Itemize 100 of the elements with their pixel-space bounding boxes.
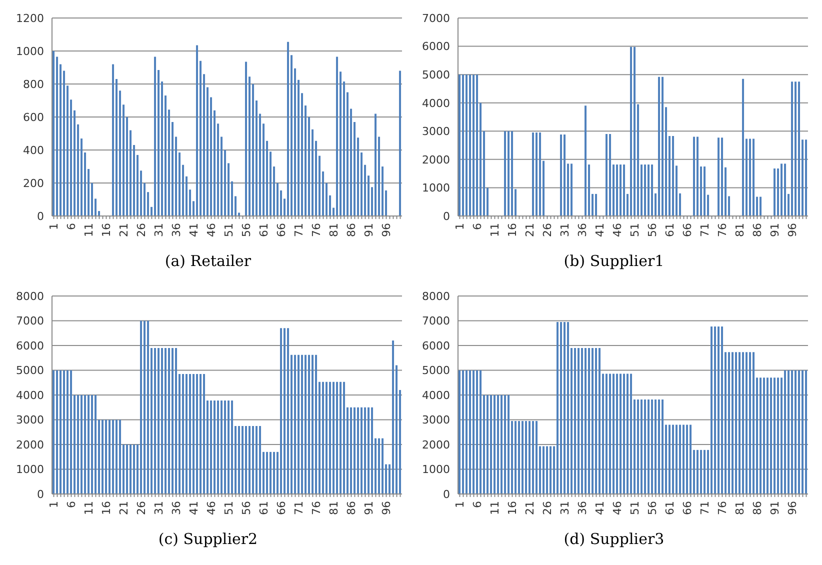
bar [784, 370, 786, 494]
y-tick-label: 0 [443, 488, 450, 501]
bar [658, 76, 660, 216]
x-tick-label: 31 [152, 223, 166, 237]
bar [805, 140, 808, 216]
bar [620, 164, 622, 216]
bar [158, 348, 160, 494]
bar [798, 370, 800, 494]
bar [606, 374, 608, 494]
x-tick-label: 36 [170, 223, 183, 237]
bar [56, 370, 58, 494]
x-tick-label: 66 [274, 223, 288, 237]
bar [52, 370, 55, 494]
bar [220, 400, 223, 494]
bar [210, 400, 212, 494]
bar [248, 426, 251, 494]
bar [616, 374, 618, 494]
x-tick-label: 76 [310, 501, 323, 515]
bar [560, 134, 562, 216]
x-tick-label: 36 [576, 501, 589, 515]
bar [651, 164, 654, 216]
bar [182, 374, 184, 494]
bar [102, 420, 104, 494]
bar [88, 395, 90, 494]
bar [630, 46, 632, 216]
bar [168, 348, 170, 494]
y-tick-label: 4000 [16, 388, 44, 402]
y-tick-label: 0 [443, 210, 450, 223]
bar [774, 168, 776, 216]
x-tick-label: 86 [750, 223, 764, 237]
bar [392, 340, 394, 494]
x-tick-label: 61 [257, 223, 270, 237]
x-tick-label: 26 [134, 501, 148, 515]
bar [119, 420, 122, 494]
x-tick-label: 56 [646, 223, 659, 237]
bar [172, 348, 174, 494]
bar [536, 420, 538, 494]
y-tick-label: 0 [37, 210, 44, 223]
bar [780, 164, 783, 216]
bar [511, 131, 514, 216]
x-tick-label: 76 [716, 223, 729, 237]
x-tick-label: 36 [170, 501, 183, 515]
x-tick-label: 31 [558, 223, 572, 237]
bar [340, 382, 342, 494]
x-tick-label: 96 [380, 223, 393, 237]
x-tick-label: 41 [187, 501, 200, 515]
y-tick-label: 7000 [422, 314, 450, 328]
bar [770, 378, 772, 494]
bar [738, 352, 741, 494]
bar [458, 370, 461, 494]
bar [476, 370, 478, 494]
bar [315, 354, 318, 494]
y-tick-label: 3000 [16, 414, 44, 427]
bar [560, 322, 562, 494]
bar [746, 352, 748, 494]
bar [60, 370, 62, 494]
x-tick-label: 71 [698, 223, 712, 237]
bar [595, 194, 598, 216]
bar [329, 382, 332, 494]
text: (a) Retailer [164, 252, 252, 270]
x-tick-label: 46 [204, 223, 218, 237]
y-tick-label: 5000 [422, 68, 450, 82]
bar [382, 438, 384, 494]
bar [696, 450, 699, 494]
bar [161, 348, 164, 494]
bar [273, 452, 276, 494]
bar [112, 64, 114, 216]
bar [322, 382, 324, 494]
bar [784, 164, 786, 216]
y-tick-label: 6000 [422, 40, 450, 54]
bar [144, 320, 146, 494]
bar [458, 74, 461, 216]
x-tick-label: 1 [47, 501, 60, 508]
bar [788, 370, 790, 494]
bar [609, 374, 612, 494]
x-tick-label: 46 [610, 501, 624, 515]
bar [522, 420, 524, 494]
bar [749, 138, 752, 216]
bar [469, 74, 472, 216]
bar [584, 106, 587, 216]
y-tick-label: 2000 [422, 438, 450, 452]
bar [620, 374, 622, 494]
bar [648, 164, 650, 216]
y-tick-label: 600 [23, 110, 44, 124]
bar [760, 196, 762, 216]
bar [704, 450, 706, 494]
bar [140, 320, 142, 494]
bar [500, 395, 503, 494]
x-tick-label: 61 [663, 501, 676, 515]
bar [578, 348, 580, 494]
bar [696, 136, 699, 216]
bar [564, 322, 566, 494]
x-tick-label: 41 [593, 501, 606, 515]
bar [287, 328, 290, 494]
bar [595, 348, 598, 494]
bar [228, 400, 230, 494]
x-tick-label: 96 [380, 501, 393, 515]
bar [336, 56, 338, 216]
bar [154, 348, 156, 494]
bar [528, 420, 531, 494]
